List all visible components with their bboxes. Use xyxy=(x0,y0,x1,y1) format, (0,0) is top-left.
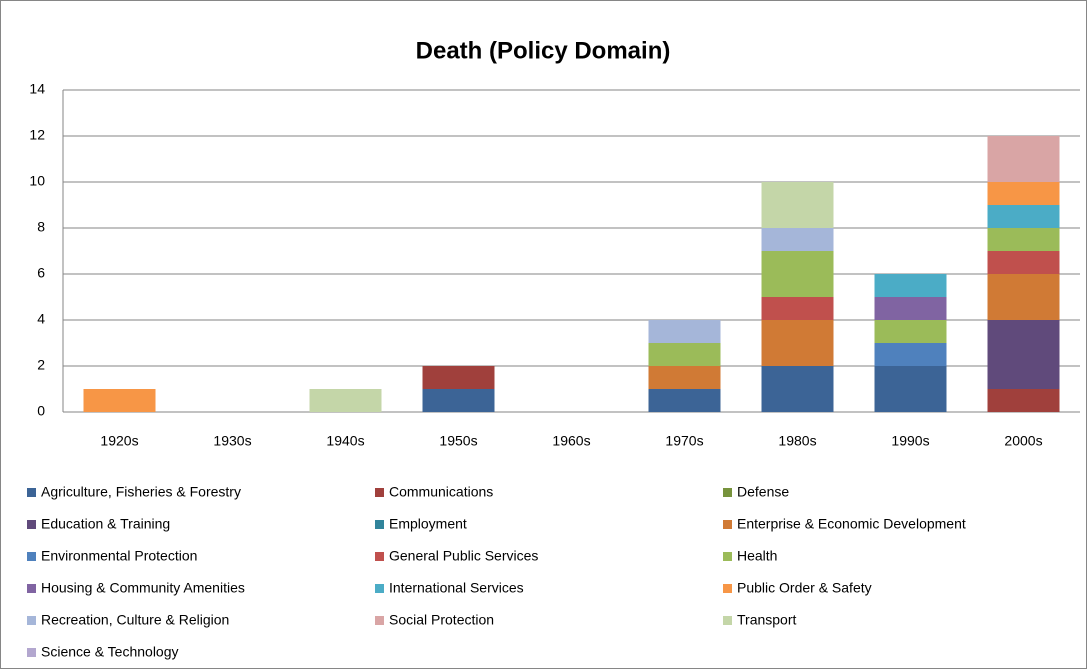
y-tick-label: 0 xyxy=(37,403,45,419)
legend-swatch xyxy=(375,520,384,529)
x-tick-label: 1920s xyxy=(100,433,138,449)
legend-label: Public Order & Safety xyxy=(737,580,872,596)
legend-label: Education & Training xyxy=(41,516,170,532)
bar-segment xyxy=(987,205,1060,228)
legend-swatch xyxy=(27,520,36,529)
bar-segment xyxy=(761,182,834,228)
x-tick-label: 1950s xyxy=(439,433,477,449)
bar-segment xyxy=(874,297,947,320)
legend-swatch xyxy=(375,584,384,593)
bar-segment xyxy=(83,389,156,412)
legend-label: Recreation, Culture & Religion xyxy=(41,612,229,628)
legend-label: General Public Services xyxy=(389,548,538,564)
y-tick-label: 8 xyxy=(37,219,45,235)
bar-segment xyxy=(309,389,382,412)
legend-label: Health xyxy=(737,548,777,564)
legend-label: International Services xyxy=(389,580,524,596)
x-tick-label: 1980s xyxy=(778,433,816,449)
legend-swatch xyxy=(375,552,384,561)
bar-segment xyxy=(761,320,834,366)
x-tick-label: 1940s xyxy=(326,433,364,449)
bar-segment xyxy=(648,320,721,343)
legend-swatch xyxy=(27,616,36,625)
bar-segment xyxy=(761,228,834,251)
bar-segment xyxy=(987,320,1060,389)
y-tick-label: 12 xyxy=(29,127,45,143)
bar-segment xyxy=(422,366,495,389)
bar-segment xyxy=(987,251,1060,274)
bar-segment xyxy=(648,389,721,412)
legend-swatch xyxy=(27,584,36,593)
bar-segment xyxy=(422,389,495,412)
bar-segment xyxy=(761,251,834,297)
bar-segment xyxy=(987,136,1060,182)
x-tick-label: 1960s xyxy=(552,433,590,449)
legend-swatch xyxy=(723,584,732,593)
y-tick-label: 14 xyxy=(29,81,45,97)
bar-segment xyxy=(874,274,947,297)
legend-label: Defense xyxy=(737,484,789,500)
legend-swatch xyxy=(27,552,36,561)
x-tick-label: 1930s xyxy=(213,433,251,449)
chart-title: Death (Policy Domain) xyxy=(416,37,671,64)
legend-swatch xyxy=(375,616,384,625)
legend-swatch xyxy=(723,552,732,561)
x-tick-label: 1970s xyxy=(665,433,703,449)
bar-segment xyxy=(648,343,721,366)
bar-segment xyxy=(761,297,834,320)
y-tick-label: 10 xyxy=(29,173,45,189)
legend-label: Communications xyxy=(389,484,493,500)
legend-swatch xyxy=(723,520,732,529)
legend-label: Employment xyxy=(389,516,467,532)
legend-swatch xyxy=(375,488,384,497)
bar-segment xyxy=(987,182,1060,205)
legend-label: Agriculture, Fisheries & Forestry xyxy=(41,484,241,500)
legend-label: Enterprise & Economic Development xyxy=(737,516,966,532)
legend-label: Science & Technology xyxy=(41,644,179,660)
legend-label: Housing & Community Amenities xyxy=(41,580,245,596)
legend-swatch xyxy=(723,616,732,625)
bar-segment xyxy=(874,343,947,366)
legend-swatch xyxy=(723,488,732,497)
y-tick-label: 2 xyxy=(37,357,45,373)
legend-label: Transport xyxy=(737,612,797,628)
y-tick-label: 6 xyxy=(37,265,45,281)
y-tick-label: 4 xyxy=(37,311,45,327)
bar-segment xyxy=(874,320,947,343)
bar-segment xyxy=(648,366,721,389)
legend-label: Environmental Protection xyxy=(41,548,197,564)
legend-swatch xyxy=(27,488,36,497)
bar-segment xyxy=(987,389,1060,412)
legend-label: Social Protection xyxy=(389,612,494,628)
bar-segment xyxy=(987,228,1060,251)
x-tick-label: 1990s xyxy=(891,433,929,449)
bar-segment xyxy=(987,274,1060,320)
bar-segment xyxy=(874,366,947,412)
x-tick-label: 2000s xyxy=(1004,433,1042,449)
legend-swatch xyxy=(27,648,36,657)
bar-segment xyxy=(761,366,834,412)
